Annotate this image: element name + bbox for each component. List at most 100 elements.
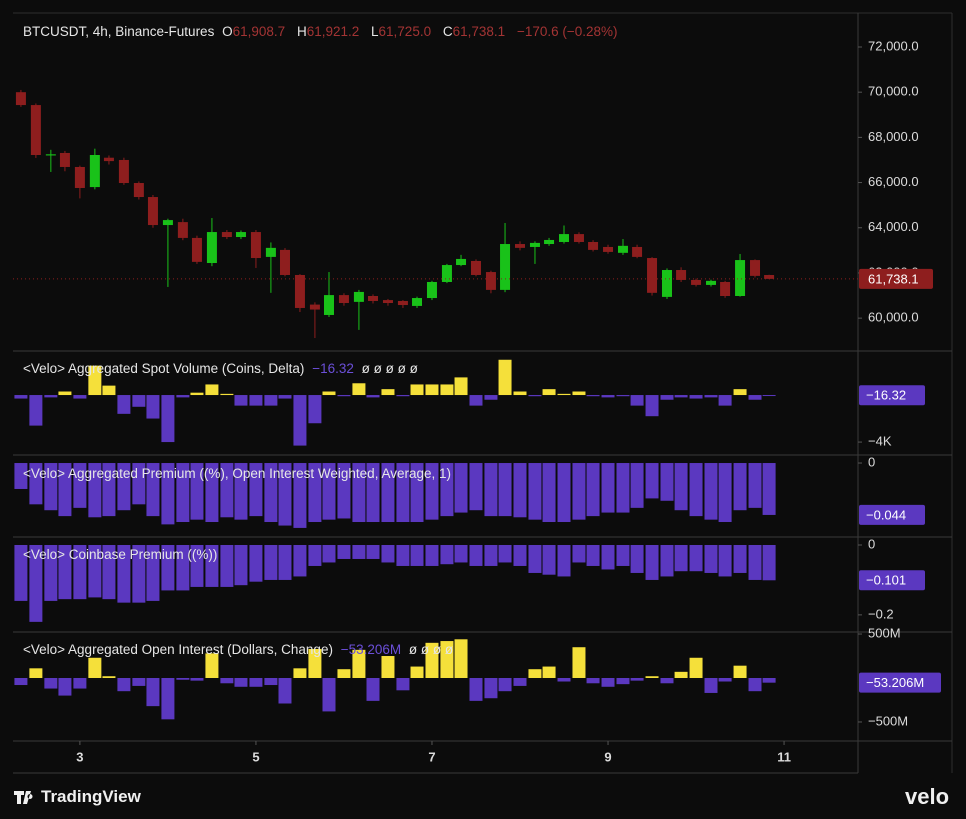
candle-body [162,220,173,226]
bar [425,384,439,396]
bar [410,545,424,566]
bar [205,653,219,678]
partner: velo [905,784,950,809]
bar [58,391,72,396]
bar [205,545,219,587]
bar [322,545,336,563]
bar [484,395,498,400]
symbol: BTCUSDT, 4h, Binance-Futures [23,24,215,39]
candle-body [133,183,144,198]
bar [308,545,322,566]
bar [88,463,102,518]
bar [484,545,498,566]
bar [14,677,28,686]
candle-body [603,246,614,252]
bar [29,668,43,678]
y-tick-label: 64,000.0 [868,219,919,234]
bar [762,395,776,397]
bar [660,395,674,400]
bar [249,395,263,406]
bar [498,677,512,692]
candle-body [191,237,202,262]
value-box [859,385,925,406]
candle-body [559,234,570,242]
bar [146,463,160,517]
bar [205,384,219,396]
candle-body [573,234,584,242]
bar [674,463,688,511]
candle-body [632,246,643,257]
bar [161,395,175,443]
candle-body [74,166,85,188]
bar [733,545,747,573]
x-tick-label: 3 [76,749,83,764]
candle-body [456,258,467,266]
candle-body [720,281,731,296]
x-tick-label: 9 [604,749,611,764]
bar [176,677,190,680]
bar [469,677,483,701]
bar [278,395,292,399]
bar [29,545,43,622]
candle-body [294,274,305,308]
bar [616,545,630,566]
candle-body [661,270,672,297]
brand: TradingView [41,787,141,806]
bar [234,545,248,586]
pane-header: <Velo> Aggregated Premium ((%), Open Int… [23,466,455,481]
bar [102,463,116,517]
candle-body [441,265,452,282]
bar [352,545,366,559]
bar [513,677,527,686]
pane-flags: ø ø ø ø ø [361,361,418,376]
bar [645,395,659,417]
bar [14,395,28,399]
bar [586,677,600,684]
bar [308,648,322,678]
candle-body [706,280,717,285]
bar [381,656,395,678]
value-box [859,504,925,525]
candle-body [279,249,290,275]
bar [117,545,131,603]
candle-body [382,300,393,304]
candle-body [764,275,775,279]
bar [733,389,747,396]
bar [190,463,204,520]
bar [14,545,28,601]
pane-header: <Velo> Aggregated Spot Volume (Coins, De… [23,361,422,376]
bar [689,463,703,517]
bar [308,463,322,523]
ohlc-key: L [371,24,379,39]
bar [190,545,204,587]
pane-value: −53.206M [340,642,402,657]
bar [234,395,248,406]
bar [293,545,307,577]
candle-body [338,295,349,304]
bar [660,677,674,684]
y-tick-label: 70,000.0 [868,84,919,99]
candle-body [544,239,555,245]
bar [513,463,527,518]
ohlc-value: 61,725.0 [378,24,432,39]
bar [425,642,439,678]
candle-body [15,92,26,106]
bar [689,395,703,399]
bar [308,395,322,424]
bar [381,463,395,523]
candle-body [750,260,761,276]
ohlc-value: 61,921.2 [306,24,360,39]
bar [630,677,644,681]
bar [190,392,204,396]
y-tick-label: −500M [868,713,908,728]
pane-flags: ø ø ø ø [408,642,454,657]
y-tick-label: 60,000.0 [868,310,919,325]
y-tick-label: 0 [868,536,875,551]
bar [161,463,175,525]
bar [73,395,87,399]
candle-body [353,291,364,302]
change: −170.6 (−0.28%) [516,24,618,39]
ohlc-value: 61,738.1 [452,24,506,39]
bar [249,545,263,582]
